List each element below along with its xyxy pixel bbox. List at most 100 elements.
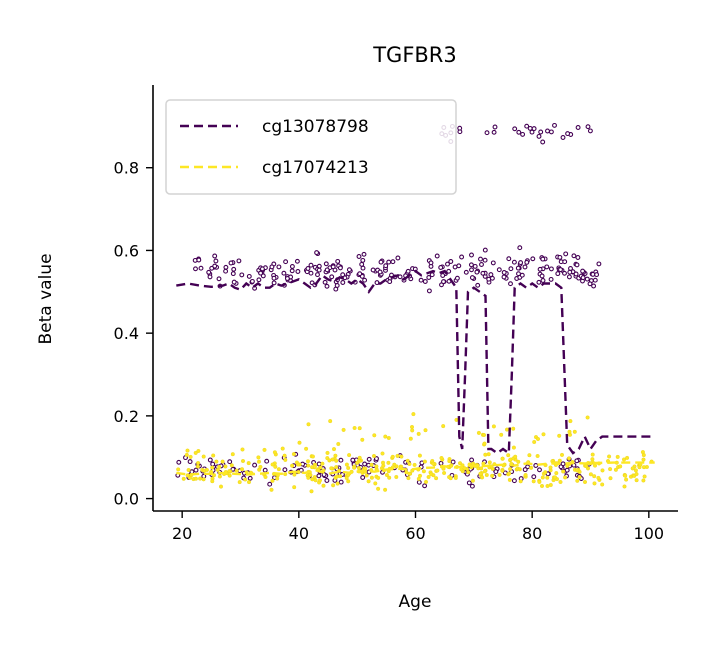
scatter-point-cg13078798 bbox=[213, 258, 219, 264]
scatter-point-cg17074213 bbox=[545, 475, 550, 480]
scatter-point-cg13078798 bbox=[193, 266, 198, 272]
scatter-point-cg17074213 bbox=[590, 452, 595, 457]
scatter-point-cg13078798 bbox=[256, 277, 262, 283]
scatter-point-cg13078798 bbox=[566, 274, 572, 280]
scatter-point-cg17074213 bbox=[394, 475, 399, 480]
scatter-point-cg13078798 bbox=[438, 265, 444, 270]
scatter-point-cg17074213 bbox=[557, 458, 562, 463]
scatter-point-cg13078798 bbox=[501, 274, 507, 280]
scatter-point-cg17074213 bbox=[243, 477, 248, 482]
scatter-point-cg13078798 bbox=[587, 128, 593, 134]
scatter-point-cg17074213 bbox=[405, 458, 410, 463]
scatter-point-cg17074213 bbox=[239, 467, 244, 472]
scatter-point-cg17074213 bbox=[523, 473, 528, 478]
scatter-point-cg13078798 bbox=[357, 271, 363, 277]
scatter-point-cg17074213 bbox=[548, 465, 553, 470]
scatter-point-cg17074213 bbox=[484, 473, 489, 478]
scatter-point-cg17074213 bbox=[429, 472, 434, 477]
scatter-point-cg17074213 bbox=[369, 475, 374, 480]
scatter-point-cg13078798 bbox=[346, 267, 352, 273]
scatter-point-cg17074213 bbox=[211, 453, 216, 458]
scatter-point-cg13078798 bbox=[247, 475, 253, 481]
scatter-point-cg13078798 bbox=[468, 262, 474, 268]
scatter-point-cg17074213 bbox=[364, 473, 369, 478]
scatter-point-cg17074213 bbox=[332, 447, 337, 452]
scatter-point-cg17074213 bbox=[624, 477, 629, 482]
scatter-point-cg13078798 bbox=[482, 247, 488, 253]
scatter-point-cg17074213 bbox=[448, 476, 453, 481]
scatter-point-cg13078798 bbox=[555, 271, 561, 277]
scatter-point-cg17074213 bbox=[411, 412, 416, 417]
scatter-point-cg17074213 bbox=[478, 471, 483, 476]
scatter-point-cg17074213 bbox=[592, 481, 597, 486]
scatter-point-cg17074213 bbox=[641, 457, 646, 462]
scatter-point-cg13078798 bbox=[575, 125, 581, 130]
scatter-point-cg13078798 bbox=[223, 268, 229, 274]
scatter-point-cg13078798 bbox=[518, 260, 524, 266]
scatter-point-cg13078798 bbox=[533, 463, 539, 468]
scatter-point-cg13078798 bbox=[562, 259, 568, 265]
scatter-point-cg13078798 bbox=[206, 269, 212, 275]
scatter-point-cg17074213 bbox=[575, 468, 580, 473]
scatter-point-cg17074213 bbox=[333, 453, 338, 458]
scatter-point-cg17074213 bbox=[282, 453, 287, 458]
scatter-point-cg17074213 bbox=[608, 467, 613, 472]
scatter-point-cg13078798 bbox=[212, 253, 218, 259]
scatter-point-cg17074213 bbox=[491, 424, 496, 429]
scatter-point-cg13078798 bbox=[565, 131, 571, 137]
scatter-point-cg13078798 bbox=[446, 268, 452, 274]
scatter-point-cg17074213 bbox=[527, 453, 532, 458]
scatter-point-cg17074213 bbox=[214, 459, 219, 464]
scatter-point-cg17074213 bbox=[596, 475, 601, 480]
scatter-point-cg17074213 bbox=[292, 472, 297, 477]
scatter-point-cg17074213 bbox=[518, 479, 523, 484]
scatter-point-cg17074213 bbox=[593, 463, 598, 468]
scatter-point-cg17074213 bbox=[196, 461, 201, 466]
scatter-point-cg17074213 bbox=[318, 478, 323, 483]
scatter-point-cg13078798 bbox=[361, 251, 367, 257]
scatter-point-cg13078798 bbox=[448, 259, 454, 264]
scatter-point-cg13078798 bbox=[322, 279, 328, 285]
scatter-point-cg13078798 bbox=[187, 459, 193, 465]
scatter-point-cg13078798 bbox=[463, 269, 469, 275]
scatter-point-cg17074213 bbox=[246, 480, 251, 485]
scatter-point-cg17074213 bbox=[210, 479, 215, 484]
scatter-point-cg17074213 bbox=[447, 459, 452, 464]
scatter-point-cg17074213 bbox=[476, 430, 481, 435]
scatter-point-cg13078798 bbox=[258, 270, 264, 276]
scatter-point-cg13078798 bbox=[596, 261, 602, 267]
scatter-point-cg13078798 bbox=[356, 254, 362, 259]
scatter-point-cg13078798 bbox=[426, 288, 432, 294]
scatter-point-cg13078798 bbox=[422, 483, 428, 489]
scatter-point-cg13078798 bbox=[490, 260, 496, 266]
scatter-point-cg13078798 bbox=[239, 272, 245, 278]
scatter-point-cg17074213 bbox=[641, 478, 646, 483]
scatter-point-cg17074213 bbox=[337, 468, 342, 473]
scatter-point-cg17074213 bbox=[630, 466, 635, 471]
scatter-point-cg13078798 bbox=[262, 467, 268, 473]
scatter-point-cg17074213 bbox=[563, 475, 568, 480]
scatter-point-cg13078798 bbox=[305, 266, 311, 271]
scatter-layer bbox=[175, 122, 654, 494]
scatter-point-cg13078798 bbox=[196, 257, 202, 263]
scatter-point-cg17074213 bbox=[560, 452, 565, 457]
scatter-point-cg17074213 bbox=[558, 480, 563, 485]
scatter-point-cg17074213 bbox=[296, 470, 301, 475]
scatter-point-cg13078798 bbox=[176, 459, 182, 465]
scatter-point-cg17074213 bbox=[310, 477, 315, 482]
scatter-point-cg17074213 bbox=[439, 456, 444, 461]
scatter-point-cg17074213 bbox=[625, 455, 630, 460]
scatter-point-cg17074213 bbox=[497, 472, 502, 477]
scatter-point-cg17074213 bbox=[283, 472, 288, 477]
scatter-point-cg13078798 bbox=[574, 458, 580, 464]
scatter-point-cg17074213 bbox=[372, 454, 377, 459]
scatter-point-cg13078798 bbox=[366, 456, 372, 462]
scatter-point-cg17074213 bbox=[517, 467, 522, 472]
scatter-point-cg13078798 bbox=[210, 461, 216, 467]
scatter-point-cg17074213 bbox=[642, 474, 647, 479]
scatter-point-cg17074213 bbox=[229, 463, 234, 468]
scatter-point-cg13078798 bbox=[264, 458, 270, 464]
y-tick-label: 0.6 bbox=[114, 241, 139, 260]
scatter-point-cg13078798 bbox=[440, 273, 446, 278]
scatter-point-cg17074213 bbox=[347, 453, 352, 458]
